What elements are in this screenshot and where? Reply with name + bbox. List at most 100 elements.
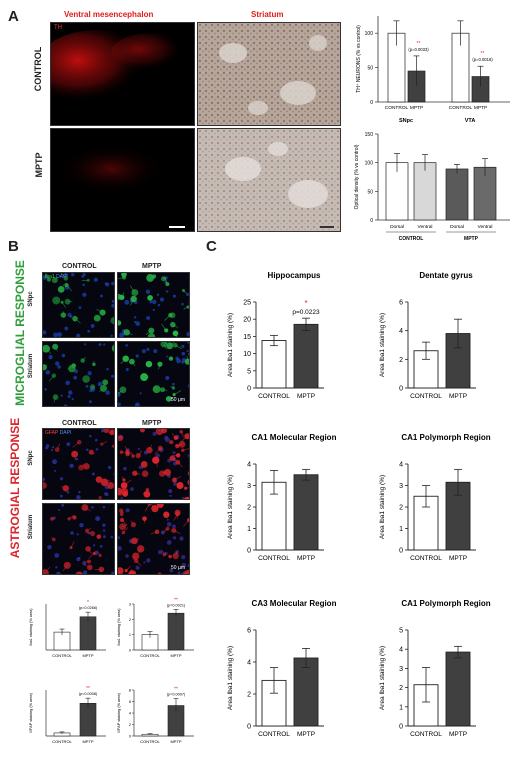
cell-process [123, 527, 129, 533]
x-tick-label: CONTROL [385, 105, 409, 111]
chart-title: CA1 Polymorph Region [401, 599, 490, 608]
nucleus-dot [64, 326, 69, 331]
gfap-snpc-mptp-image [117, 428, 190, 500]
nucleus-dot [186, 331, 189, 337]
nucleus-dot [86, 448, 89, 452]
y-axis-label: Optical density (% vs control) [354, 144, 360, 209]
nucleus-dot [187, 383, 189, 389]
significance-stars: ** [481, 51, 485, 57]
cell-process [125, 566, 131, 571]
micrograph-background [118, 342, 189, 406]
nucleus-dot [111, 303, 114, 308]
nucleus-dot [91, 472, 95, 476]
x-tick-label: MPTP [82, 739, 93, 744]
nucleus-dot [67, 395, 71, 399]
nucleus-dot [118, 545, 122, 551]
iba1-striatum-mptp-image: 50 µm [117, 341, 190, 407]
nucleus-dot [187, 563, 189, 568]
x-tick-label: CONTROL [258, 393, 290, 400]
nucleus-dot [125, 554, 129, 558]
bar [445, 651, 471, 727]
significance-stars: * [87, 600, 89, 606]
nucleus-dot [133, 316, 137, 319]
nucleus-dot [105, 282, 110, 287]
gfap-striatum-mptp-image: 50 µm [117, 503, 190, 575]
cell-process [50, 537, 55, 540]
cell-process [150, 504, 156, 509]
nucleus-dot [102, 506, 106, 509]
y-axis-label: Iba1 staining (% area) [117, 608, 121, 646]
cell-body [184, 570, 189, 574]
x-tick-label: CONTROL [410, 731, 442, 738]
nucleus-dot [98, 343, 102, 347]
cell-process [96, 550, 101, 556]
th-mptp-image [50, 128, 195, 232]
cell-process [121, 451, 128, 454]
nucleus-dot [177, 571, 181, 574]
cell-process [175, 344, 182, 349]
cell-process [183, 519, 189, 527]
cell-process [62, 565, 68, 571]
cell-process [70, 541, 75, 548]
nucleus-dot [186, 349, 189, 353]
cell-process [131, 361, 136, 367]
bar [413, 162, 437, 221]
cell-process [60, 485, 66, 489]
cell-process [91, 451, 95, 455]
cell-body [69, 546, 73, 550]
cell-process [88, 553, 95, 559]
x-tick-label: MPTP [449, 555, 467, 562]
nucleus-dot [158, 549, 163, 555]
nucleus-dot [60, 394, 63, 397]
cell-process [138, 548, 142, 554]
x-tick-label: CONTROL [52, 739, 72, 744]
nucleus-dot [52, 459, 58, 465]
chart-title: Dentate gyrus [419, 271, 473, 280]
cell-process [104, 382, 106, 386]
ca1-molecular-chart: CA1 Molecular Region 0 1 2 3 4 Area Iba1 stain… [227, 433, 337, 562]
cell-process [129, 285, 136, 293]
y-axis-label: Area Iba1 staining (%) [227, 646, 234, 710]
cell-body [172, 552, 179, 560]
cell-process [161, 323, 167, 331]
cell-process [150, 531, 158, 535]
iba1-legend: Iba1 DAPI [45, 274, 68, 280]
y-tick-label: 2 [129, 723, 131, 727]
cell-process [123, 479, 132, 486]
significance-stars: ** [417, 41, 421, 47]
cell-body [179, 429, 184, 434]
cell-process [68, 514, 75, 520]
cell-process [182, 448, 189, 451]
ventral-mesencephalon-header: Ventral mesencephalon [64, 10, 154, 19]
cell-body [187, 479, 189, 486]
cell-body [72, 515, 77, 520]
nucleus-dot [111, 571, 114, 574]
y-tick-label: 2 [129, 618, 131, 622]
cell-process [112, 318, 114, 321]
nucleus-dot [102, 523, 106, 527]
nucleus-dot [106, 493, 109, 496]
nucleus-dot [159, 297, 165, 302]
nucleus-dot [66, 442, 71, 447]
ca1-polymorph-chart-2: CA1 Polymorph Region 0 1 2 3 4 5 Area Iba1 stai… [379, 599, 491, 738]
cell-process [162, 471, 168, 474]
cell-body [129, 358, 135, 365]
nucleus-dot [73, 375, 78, 380]
x-tick-label: Ventral [418, 224, 433, 230]
cell-body [170, 321, 176, 328]
nucleus-dot [87, 371, 92, 376]
cell-body [157, 361, 163, 367]
nucleus-dot [93, 277, 98, 282]
cell-process [108, 429, 113, 433]
y-tick-label: 20 [243, 317, 251, 324]
x-tick-label: MPTP [170, 653, 181, 658]
nucleus-dot [181, 360, 185, 364]
cell-body [118, 320, 122, 326]
nucleus-dot [91, 506, 94, 509]
chart-title: CA1 Polymorph Region [401, 433, 490, 442]
nucleus-dot [66, 490, 70, 494]
nucleus-dot [165, 375, 170, 381]
nucleus-dot [169, 494, 172, 498]
nucleus-dot [43, 477, 46, 482]
p-value: p=0.0223 [292, 309, 320, 316]
